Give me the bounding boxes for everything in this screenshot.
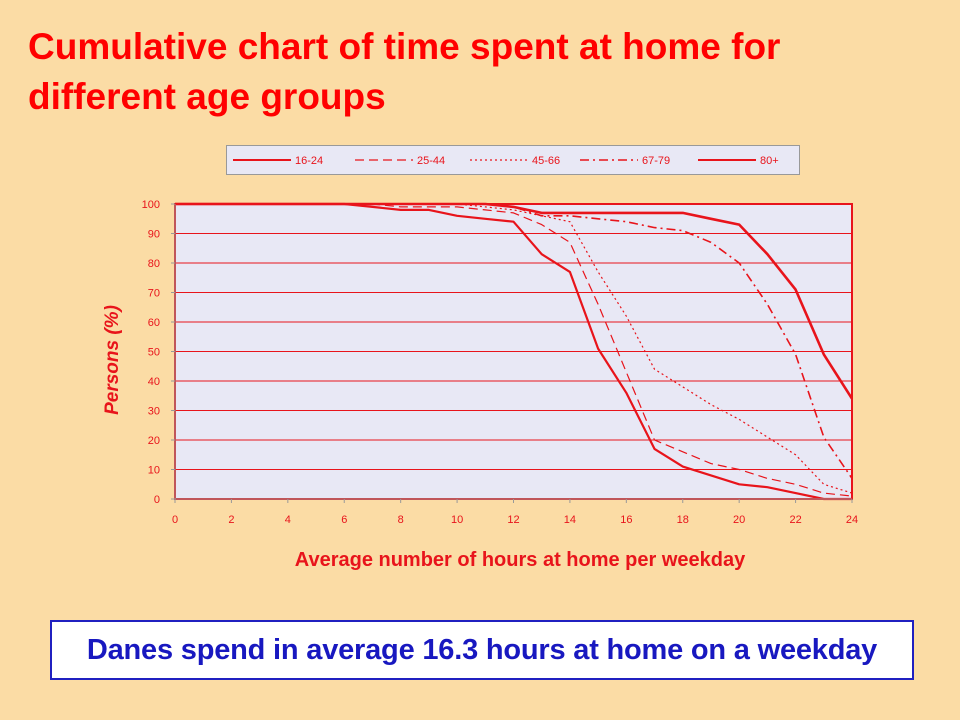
conclusion-box: Danes spend in average 16.3 hours at hom… xyxy=(50,620,914,680)
y-tick-label: 100 xyxy=(142,199,160,211)
series-line-45-66 xyxy=(175,203,853,494)
x-tick-label: 10 xyxy=(451,514,463,526)
y-axis-label: Persons (%) xyxy=(102,305,123,415)
legend-label: 25-44 xyxy=(417,155,445,167)
y-tick-label: 50 xyxy=(148,347,160,359)
legend-layer: 16-24 25-44 45-66 67-79 80+ xyxy=(233,155,779,167)
series-line-67-79 xyxy=(175,203,853,479)
y-tick-label: 0 xyxy=(154,494,160,506)
y-tick-label: 20 xyxy=(148,435,160,447)
x-axis-label: Average number of hours at home per week… xyxy=(295,549,746,571)
y-tick-label: 80 xyxy=(148,258,160,270)
slide-title: Cumulative chart of time spent at home f… xyxy=(28,26,781,117)
x-tick-label: 22 xyxy=(789,514,801,526)
x-tick-label: 12 xyxy=(507,514,519,526)
x-tick-label: 0 xyxy=(172,514,178,526)
x-tick-label: 6 xyxy=(341,514,347,526)
x-tick-label: 20 xyxy=(733,514,745,526)
legend-label: 16-24 xyxy=(295,155,323,167)
grid-layer xyxy=(174,203,853,500)
x-tick-label: 8 xyxy=(398,514,404,526)
x-tick-label: 14 xyxy=(564,514,576,526)
x-tick-label: 24 xyxy=(846,514,858,526)
y-tick-label: 70 xyxy=(148,288,160,300)
legend-label: 67-79 xyxy=(642,155,670,167)
x-tick-label: 16 xyxy=(620,514,632,526)
y-tick-label: 10 xyxy=(148,465,160,477)
legend-label: 45-66 xyxy=(532,155,560,167)
series-layer xyxy=(175,202,854,501)
y-tick-label: 40 xyxy=(148,376,160,388)
y-tick-label: 60 xyxy=(148,317,160,329)
y-tick-label: 30 xyxy=(148,406,160,418)
x-tick-label: 4 xyxy=(285,514,291,526)
y-tick-label: 90 xyxy=(148,229,160,241)
x-tick-label: 2 xyxy=(228,514,234,526)
legend-label: 80+ xyxy=(760,155,779,167)
series-line-80+ xyxy=(175,202,854,400)
x-tick-label: 18 xyxy=(677,514,689,526)
